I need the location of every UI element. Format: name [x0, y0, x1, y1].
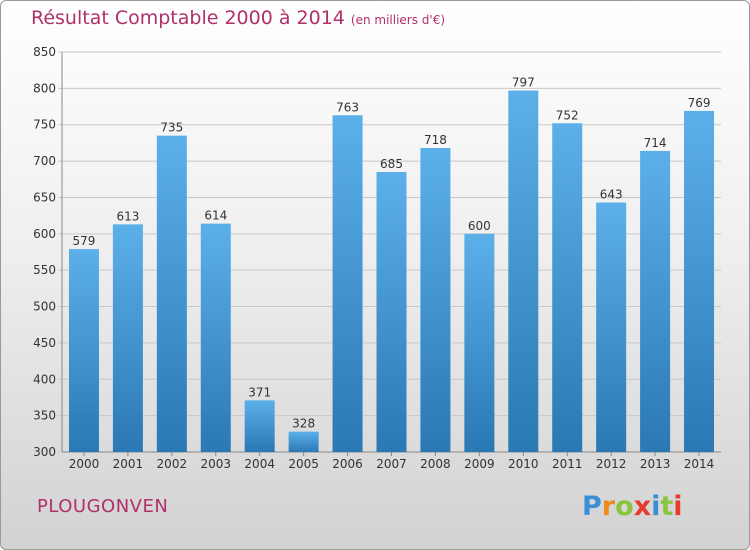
bar: [464, 233, 495, 452]
bar: [376, 172, 407, 452]
y-tick-label: 450: [33, 336, 56, 350]
data-label: 614: [204, 209, 227, 223]
bar: [640, 150, 671, 452]
data-label: 328: [292, 417, 315, 431]
chart-title: Résultat Comptable 2000 à 2014 (en millie…: [31, 7, 445, 29]
y-tick-label: 700: [33, 154, 56, 168]
x-tick-label: 2007: [376, 457, 407, 471]
x-tick-label: 2002: [157, 457, 188, 471]
x-tick-label: 2009: [464, 457, 495, 471]
y-tick-label: 400: [33, 372, 56, 386]
bar: [508, 90, 539, 452]
logo-letter: o: [615, 491, 634, 522]
proxiti-logo: Proxiti: [582, 491, 683, 522]
data-label: 735: [160, 121, 183, 135]
bar: [684, 110, 715, 452]
title-unit: (en milliers d'€): [350, 13, 446, 27]
x-tick-label: 2012: [596, 457, 627, 471]
x-tick-label: 2010: [508, 457, 539, 471]
y-tick-label: 550: [33, 263, 56, 277]
data-label: 613: [116, 209, 139, 223]
data-label: 579: [73, 234, 96, 248]
x-tick-label: 2004: [244, 457, 275, 471]
y-tick-label: 600: [33, 227, 56, 241]
bar: [200, 223, 231, 452]
x-tick-label: 2000: [69, 457, 100, 471]
data-label: 643: [600, 188, 623, 202]
y-tick-label: 750: [33, 118, 56, 132]
x-tick-label: 2014: [684, 457, 715, 471]
x-tick-label: 2011: [552, 457, 583, 471]
commune-name: PLOUGONVEN: [37, 496, 169, 517]
x-tick-label: 2001: [113, 457, 144, 471]
y-tick-label: 650: [33, 190, 56, 204]
bar: [332, 115, 363, 452]
bar: [288, 431, 319, 452]
y-tick-label: 800: [33, 81, 56, 95]
bar: [244, 400, 275, 452]
y-tick-label: 850: [33, 45, 56, 59]
logo-letter: x: [633, 491, 652, 522]
x-tick-label: 2013: [640, 457, 671, 471]
data-label: 769: [688, 96, 711, 110]
bar: [68, 249, 99, 452]
data-label: 371: [248, 385, 271, 399]
x-tick-label: 2008: [420, 457, 451, 471]
y-tick-label: 300: [33, 445, 56, 459]
data-label: 763: [336, 100, 359, 114]
logo-letter: i: [651, 491, 661, 522]
x-tick-label: 2006: [332, 457, 363, 471]
title-text: Résultat Comptable 2000 à 2014: [31, 7, 345, 29]
x-tick-label: 2005: [288, 457, 319, 471]
logo-letter: t: [660, 491, 674, 522]
y-tick-label: 500: [33, 300, 56, 314]
data-label: 714: [644, 136, 667, 150]
bar: [112, 224, 143, 452]
logo-letter: i: [673, 491, 683, 522]
data-label: 685: [380, 157, 403, 171]
data-label: 600: [468, 219, 491, 233]
data-label: 718: [424, 133, 447, 147]
logo-letter: r: [601, 491, 616, 522]
bar: [420, 148, 451, 452]
bar: [596, 202, 627, 452]
bar: [156, 135, 187, 453]
x-tick-label: 2003: [200, 457, 231, 471]
data-label: 797: [512, 76, 535, 90]
logo-letter: P: [582, 491, 602, 522]
y-tick-label: 350: [33, 409, 56, 423]
bar: [552, 123, 583, 452]
data-label: 752: [556, 108, 579, 122]
